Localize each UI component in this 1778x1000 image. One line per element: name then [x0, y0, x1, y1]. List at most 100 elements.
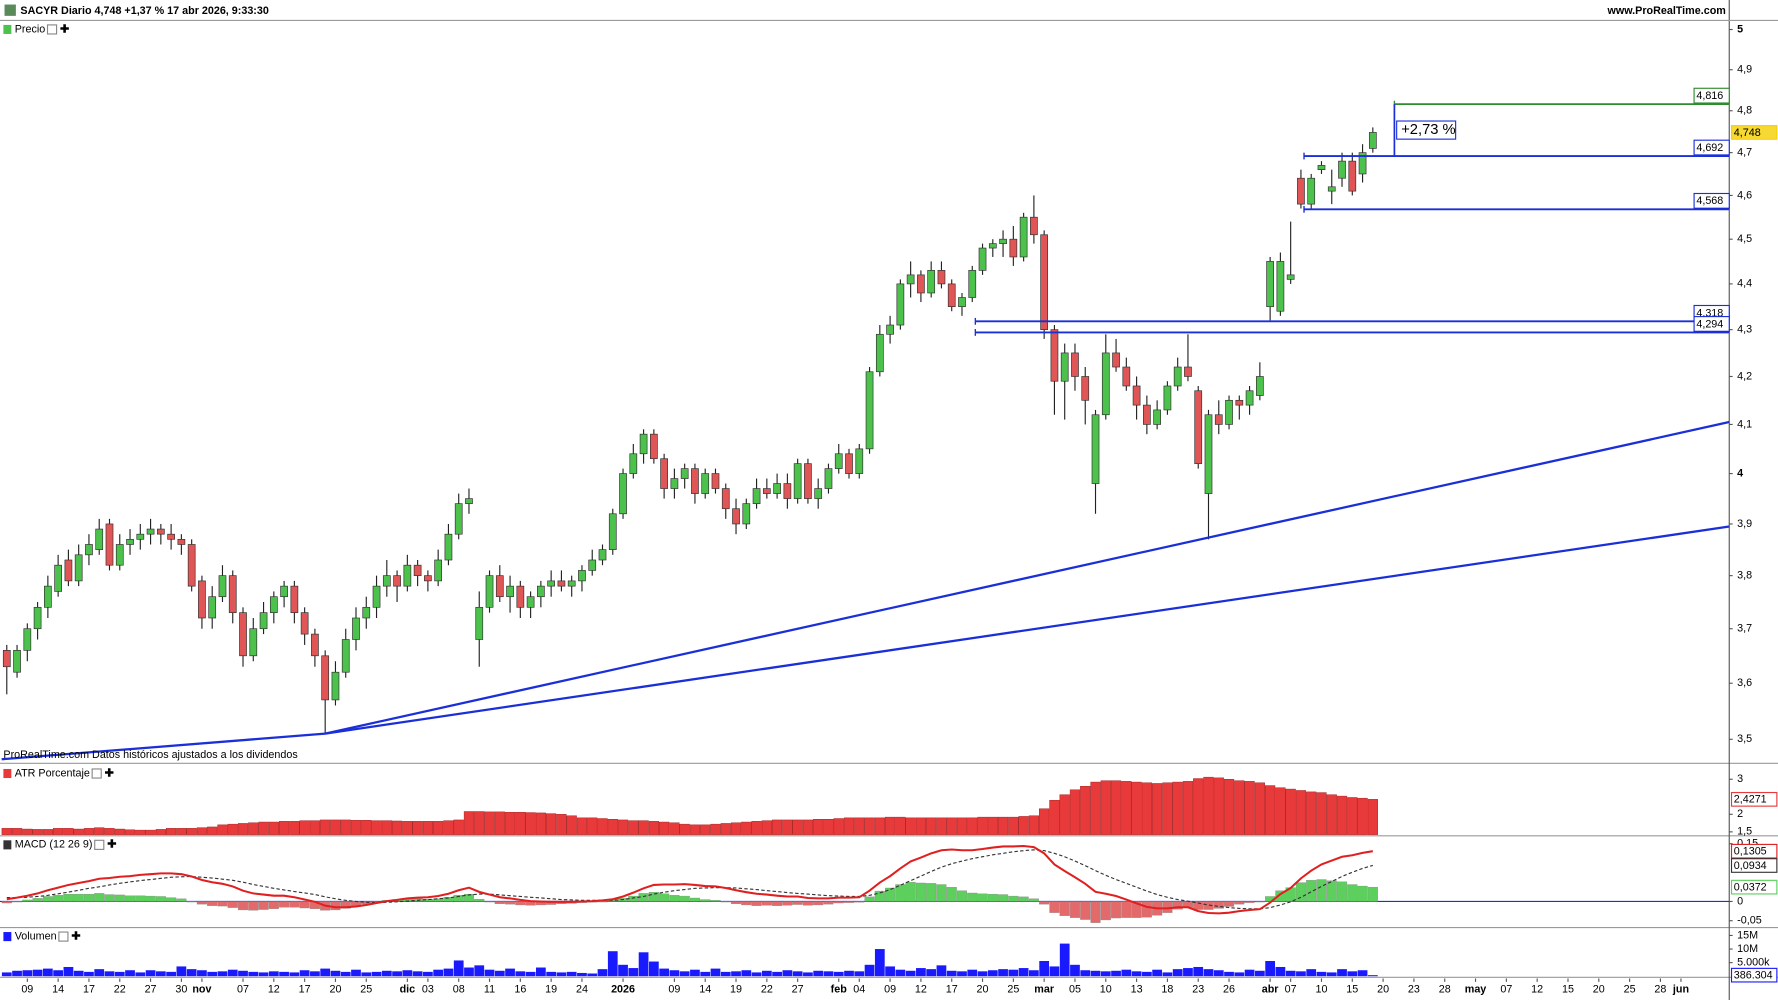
candle-body — [2, 650, 11, 668]
bar — [433, 969, 444, 977]
candle-body — [691, 468, 699, 494]
bar — [1080, 786, 1091, 835]
bar — [648, 961, 659, 977]
candle-body — [578, 570, 586, 582]
bar — [915, 817, 927, 835]
last-value-box — [1730, 967, 1778, 983]
candle-body — [670, 478, 679, 489]
bar — [464, 967, 474, 977]
panel-tool[interactable] — [94, 839, 105, 850]
panel-add[interactable]: ✚ — [105, 767, 114, 779]
histogram-bar — [607, 900, 618, 902]
bar — [12, 970, 22, 977]
panel-add[interactable]: ✚ — [107, 839, 116, 851]
bar — [73, 970, 84, 977]
y-tick-label: 3,5 — [1737, 733, 1752, 745]
panel-tool[interactable] — [58, 931, 69, 942]
bar — [42, 829, 53, 835]
histogram-bar — [792, 901, 803, 905]
candle-body — [1101, 352, 1110, 416]
candle-body — [495, 575, 504, 598]
annotation-box — [1396, 120, 1457, 140]
candle-body — [629, 453, 638, 474]
candle-body — [1194, 390, 1203, 464]
histogram-bar — [340, 901, 351, 909]
bar — [186, 828, 197, 835]
bar — [1141, 971, 1152, 977]
candle-body — [608, 513, 617, 550]
candle-body — [1225, 399, 1233, 425]
bar — [823, 818, 834, 835]
bar — [1296, 971, 1306, 977]
histogram-bar — [1080, 901, 1091, 920]
panel-tool[interactable] — [91, 768, 102, 779]
x-tick-label: 25 — [1624, 984, 1636, 996]
bar — [535, 812, 546, 835]
panel-add[interactable]: ✚ — [60, 23, 69, 35]
bar — [1131, 971, 1142, 977]
histogram-bar — [505, 901, 516, 905]
candle-body — [680, 468, 689, 479]
candle-body — [896, 283, 905, 326]
candle-body — [1307, 177, 1316, 205]
bar — [238, 970, 248, 977]
histogram-bar — [1336, 881, 1348, 902]
bar — [1152, 783, 1163, 835]
bar — [659, 968, 670, 977]
x-tick-label: 07 — [237, 984, 249, 996]
level-box — [1693, 316, 1730, 332]
panel-add[interactable]: ✚ — [71, 930, 80, 942]
histogram-bar — [1193, 901, 1204, 910]
histogram-bar — [956, 890, 968, 902]
y-tick-label: 4,3 — [1737, 324, 1752, 336]
bar — [289, 821, 300, 835]
candle-body — [485, 575, 494, 608]
bar — [792, 819, 803, 835]
histogram-bar — [94, 893, 105, 902]
histogram-bar — [1254, 901, 1265, 903]
histogram-bar — [967, 892, 978, 902]
histogram-bar — [32, 898, 43, 902]
bar — [53, 970, 64, 977]
bar — [186, 969, 197, 977]
bar — [423, 971, 433, 977]
candle-body — [372, 585, 381, 608]
bar — [1028, 815, 1039, 835]
bar — [433, 821, 444, 835]
x-tick-label: 11 — [484, 984, 495, 996]
last-value: 0,0934 — [1734, 860, 1767, 872]
candle-body — [711, 473, 720, 489]
bar — [833, 971, 844, 977]
histogram-bar — [730, 901, 742, 904]
bar — [854, 817, 865, 835]
bar — [1008, 816, 1019, 835]
logo — [4, 4, 16, 16]
bar — [772, 971, 782, 977]
bar — [484, 811, 495, 835]
bar — [330, 970, 341, 977]
candle-body — [762, 488, 771, 494]
bar — [94, 969, 105, 977]
candle-body — [1173, 366, 1182, 387]
level-label: 4,816 — [1696, 90, 1723, 102]
bar — [967, 817, 978, 835]
bar — [166, 971, 176, 977]
x-tick-label: 28 — [1439, 984, 1451, 996]
candle-body — [393, 575, 401, 587]
candle-body — [44, 585, 52, 608]
candle-body — [300, 612, 309, 635]
bar — [453, 960, 464, 977]
candle-body — [424, 575, 432, 582]
level-label: 4,692 — [1696, 142, 1723, 154]
bar — [1295, 790, 1307, 835]
bar — [1152, 969, 1163, 977]
candle-body — [198, 580, 206, 619]
x-tick-label: 18 — [1161, 984, 1173, 996]
histogram-bar — [1347, 884, 1358, 902]
bar — [720, 823, 731, 835]
bar — [176, 966, 187, 977]
candle-body — [1348, 160, 1357, 192]
panel-tool[interactable] — [46, 24, 58, 35]
bar — [237, 823, 249, 835]
histogram-bar — [1131, 901, 1142, 918]
